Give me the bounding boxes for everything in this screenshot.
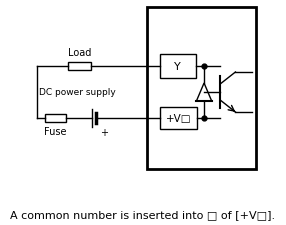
Text: Fuse: Fuse	[44, 126, 66, 136]
Bar	[160, 108, 197, 129]
Text: Y: Y	[174, 62, 181, 72]
Bar	[45, 115, 66, 122]
Text: A common number is inserted into □ of [+V□].: A common number is inserted into □ of [+…	[10, 209, 276, 219]
Bar	[68, 63, 91, 71]
Text: +V□: +V□	[166, 113, 191, 124]
Bar	[160, 55, 196, 79]
Text: +: +	[100, 127, 108, 137]
Text: DC power supply: DC power supply	[39, 88, 116, 97]
Text: Load: Load	[68, 48, 92, 58]
Polygon shape	[196, 84, 212, 101]
Bar	[147, 8, 256, 169]
